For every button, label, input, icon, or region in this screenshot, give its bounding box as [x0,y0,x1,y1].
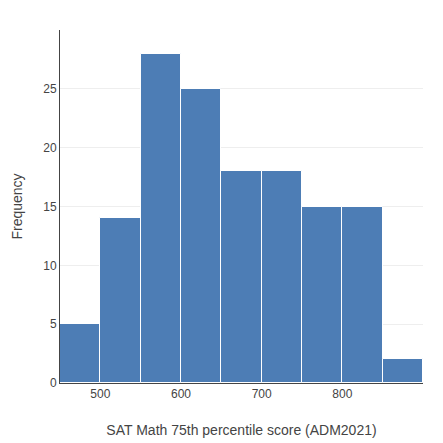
svg-text:600: 600 [171,387,191,401]
svg-text:700: 700 [252,387,272,401]
svg-text:SAT Math 75th percentile score: SAT Math 75th percentile score (ADM2021) [106,422,376,438]
svg-text:10: 10 [43,259,57,273]
svg-text:500: 500 [90,387,110,401]
svg-text:5: 5 [50,317,57,331]
svg-text:20: 20 [43,141,57,155]
svg-text:15: 15 [43,200,57,214]
svg-text:25: 25 [43,82,57,96]
svg-text:0: 0 [50,376,57,390]
svg-text:800: 800 [332,387,352,401]
svg-text:Frequency: Frequency [9,173,25,239]
